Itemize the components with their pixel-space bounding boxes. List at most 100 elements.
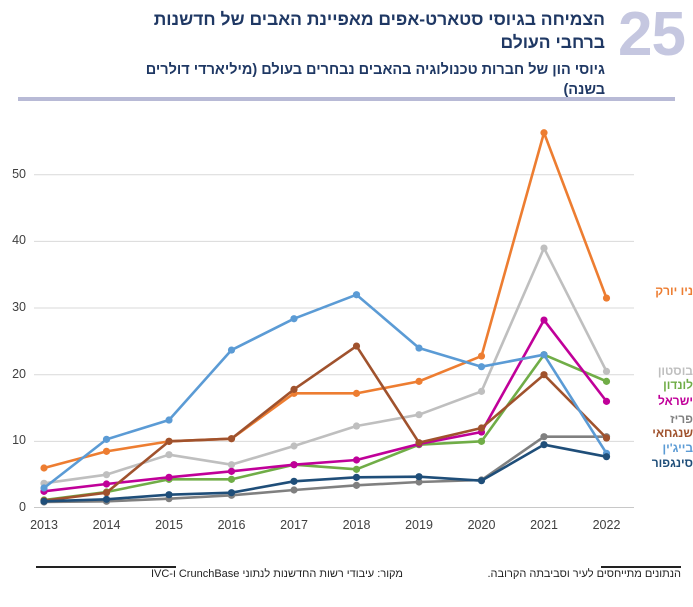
- series-line: [42, 293, 608, 490]
- data-point: [540, 433, 548, 441]
- data-point: [227, 461, 236, 469]
- data-point: [352, 291, 361, 299]
- data-point: [602, 294, 611, 302]
- data-point: [540, 316, 548, 324]
- data-point: [352, 422, 361, 430]
- note-text: הנתונים מתייחסים לעיר וסביבתה הקרובה.: [487, 568, 681, 580]
- data-point: [290, 442, 298, 450]
- data-point: [102, 489, 111, 497]
- data-point: [102, 447, 111, 455]
- data-point: [415, 411, 423, 419]
- page-subtitle: גיוסי הון של חברות טכנולוגיה בהאבים נבחר…: [145, 62, 605, 98]
- data-point: [352, 456, 361, 464]
- data-point: [352, 465, 361, 473]
- x-axis-tick-label: 2013: [30, 518, 58, 532]
- data-point: [352, 342, 361, 350]
- data-point: [477, 387, 486, 395]
- legend-item-5[interactable]: שנגחאי: [652, 426, 693, 440]
- data-point: [352, 481, 361, 489]
- data-point: [290, 461, 298, 469]
- x-axis-tick-label: 2021: [530, 518, 558, 532]
- legend-item-3[interactable]: ישראל: [657, 394, 693, 408]
- chart-area: 0 10 20 30 40 50 2013 2014 2015 2016 2017 2018 2019…: [0, 106, 693, 546]
- x-axis-tick-label: 2018: [342, 518, 371, 532]
- x-axis-tick-label: 2022: [592, 518, 621, 532]
- data-point: [352, 473, 361, 481]
- page-title: הצמיחה בגיוסי סטארט-אפים מאפיינת האבים ש…: [153, 9, 605, 52]
- series-line: [42, 318, 608, 493]
- x-axis-tick-label: 2020: [467, 518, 496, 532]
- data-point: [602, 434, 611, 442]
- data-point: [415, 478, 423, 486]
- legend-item-7[interactable]: סינגפור: [651, 456, 693, 470]
- y-axis-tick-label: 40: [12, 233, 26, 248]
- y-axis-tick-label: 20: [12, 366, 26, 381]
- data-point: [415, 473, 423, 481]
- data-point: [102, 480, 111, 488]
- data-point: [602, 377, 611, 385]
- y-axis-tick-label: 30: [12, 300, 26, 315]
- data-point: [102, 495, 111, 503]
- page-header: 25 הצמיחה בגיוסי סטארט-אפים מאפיינת האבי…: [0, 0, 693, 99]
- data-point: [415, 377, 423, 385]
- plot-region: [34, 106, 634, 508]
- series-7: [40, 441, 611, 505]
- data-point: [227, 346, 236, 354]
- line-chart-svg: [34, 129, 634, 508]
- x-axis-tick-label: 2015: [155, 518, 183, 532]
- note-rule: [601, 566, 681, 568]
- series-line: [42, 443, 608, 503]
- legend-item-6[interactable]: בייג'ין: [662, 441, 693, 455]
- data-point: [290, 486, 298, 494]
- x-axis-tick-label: 2017: [280, 518, 308, 532]
- series-0: [40, 129, 611, 472]
- y-axis-tick-label: 0: [19, 500, 26, 514]
- data-point: [290, 315, 298, 323]
- data-point: [477, 424, 486, 432]
- series-line: [42, 131, 608, 470]
- data-point: [540, 244, 548, 252]
- legend-item-4[interactable]: פריז: [670, 412, 693, 426]
- y-axis-tick-label: 10: [12, 433, 26, 448]
- data-point: [540, 351, 548, 359]
- data-point: [477, 363, 486, 371]
- x-axis-tick-label: 2014: [92, 518, 121, 532]
- slide-number: 25: [618, 0, 686, 69]
- data-point: [102, 471, 111, 479]
- data-point: [40, 497, 48, 505]
- data-point: [602, 367, 611, 375]
- data-point: [165, 451, 173, 459]
- data-point: [165, 491, 173, 499]
- page-footer: מקור: עיבודי רשות החדשנות לנתוני CrunchB…: [0, 556, 693, 607]
- data-point: [477, 352, 486, 360]
- data-point: [40, 484, 48, 492]
- data-point: [540, 441, 548, 449]
- data-point: [227, 475, 236, 483]
- data-point: [415, 439, 423, 447]
- data-point: [227, 489, 236, 497]
- data-point: [165, 437, 173, 445]
- data-point: [540, 129, 548, 137]
- data-point: [352, 389, 361, 397]
- data-point: [540, 371, 548, 379]
- data-point: [602, 453, 611, 461]
- data-point: [40, 464, 48, 472]
- title-block: הצמיחה בגיוסי סטארט-אפים מאפיינת האבים ש…: [105, 8, 605, 100]
- legend-item-2[interactable]: לונדון: [663, 378, 693, 392]
- data-point: [227, 435, 236, 443]
- legend-item-0[interactable]: ניו יורק: [655, 284, 693, 298]
- data-point: [477, 437, 486, 445]
- source-rule: [36, 566, 176, 568]
- series-line: [42, 246, 608, 485]
- x-axis-tick-label: 2016: [217, 518, 246, 532]
- data-point: [165, 473, 173, 481]
- data-point: [290, 385, 298, 393]
- header-divider: [18, 97, 675, 101]
- source-text: מקור: עיבודי רשות החדשנות לנתוני CrunchB…: [150, 568, 403, 580]
- data-point: [102, 435, 111, 443]
- legend-item-1[interactable]: בוסטון: [657, 364, 693, 378]
- series-line: [42, 435, 608, 504]
- data-point: [602, 397, 611, 405]
- data-point: [415, 344, 423, 352]
- data-point: [165, 416, 173, 424]
